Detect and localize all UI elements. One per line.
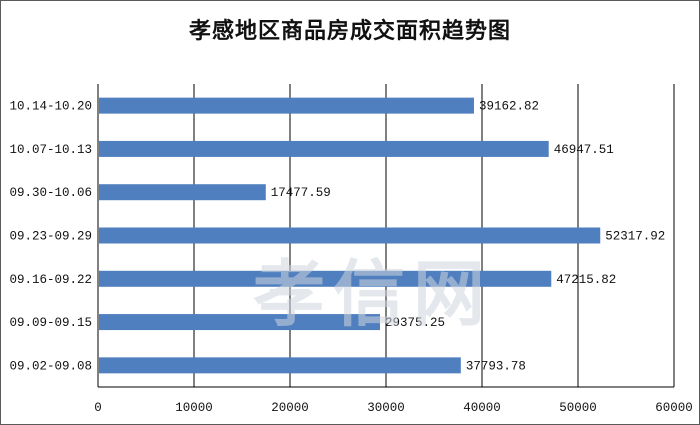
bar [99,314,381,331]
category-label: 10.14-10.20 [9,100,92,114]
bar [99,227,601,244]
bar [99,140,549,157]
x-tick-label: 20000 [271,401,309,415]
category-label: 10.07-10.13 [9,143,92,157]
category-label: 09.09-09.15 [9,316,92,330]
bar [99,97,474,114]
category-label: 09.30-10.06 [9,186,92,200]
data-label: 47215.82 [556,273,616,287]
x-tick-label: 0 [94,401,102,415]
bar [99,184,266,201]
bar [99,357,461,374]
category-label: 09.16-09.22 [9,273,92,287]
data-label: 29375.25 [385,316,445,330]
x-tick-label: 40000 [463,401,501,415]
data-label: 46947.51 [554,143,614,157]
bar [99,270,552,287]
watermark: 孝信网 [253,252,493,336]
x-tick-label: 60000 [655,401,693,415]
x-tick-label: 30000 [367,401,405,415]
category-label: 09.02-09.08 [9,359,92,373]
chart-title: 孝感地区商品房成交面积趋势图 [188,18,511,44]
x-tick-label: 50000 [559,401,597,415]
data-label: 37793.78 [466,359,526,373]
data-label: 17477.59 [271,186,331,200]
data-label: 39162.82 [479,100,539,114]
x-tick-label: 10000 [175,401,213,415]
category-label: 09.23-09.29 [9,230,92,244]
data-label: 52317.92 [605,230,665,244]
